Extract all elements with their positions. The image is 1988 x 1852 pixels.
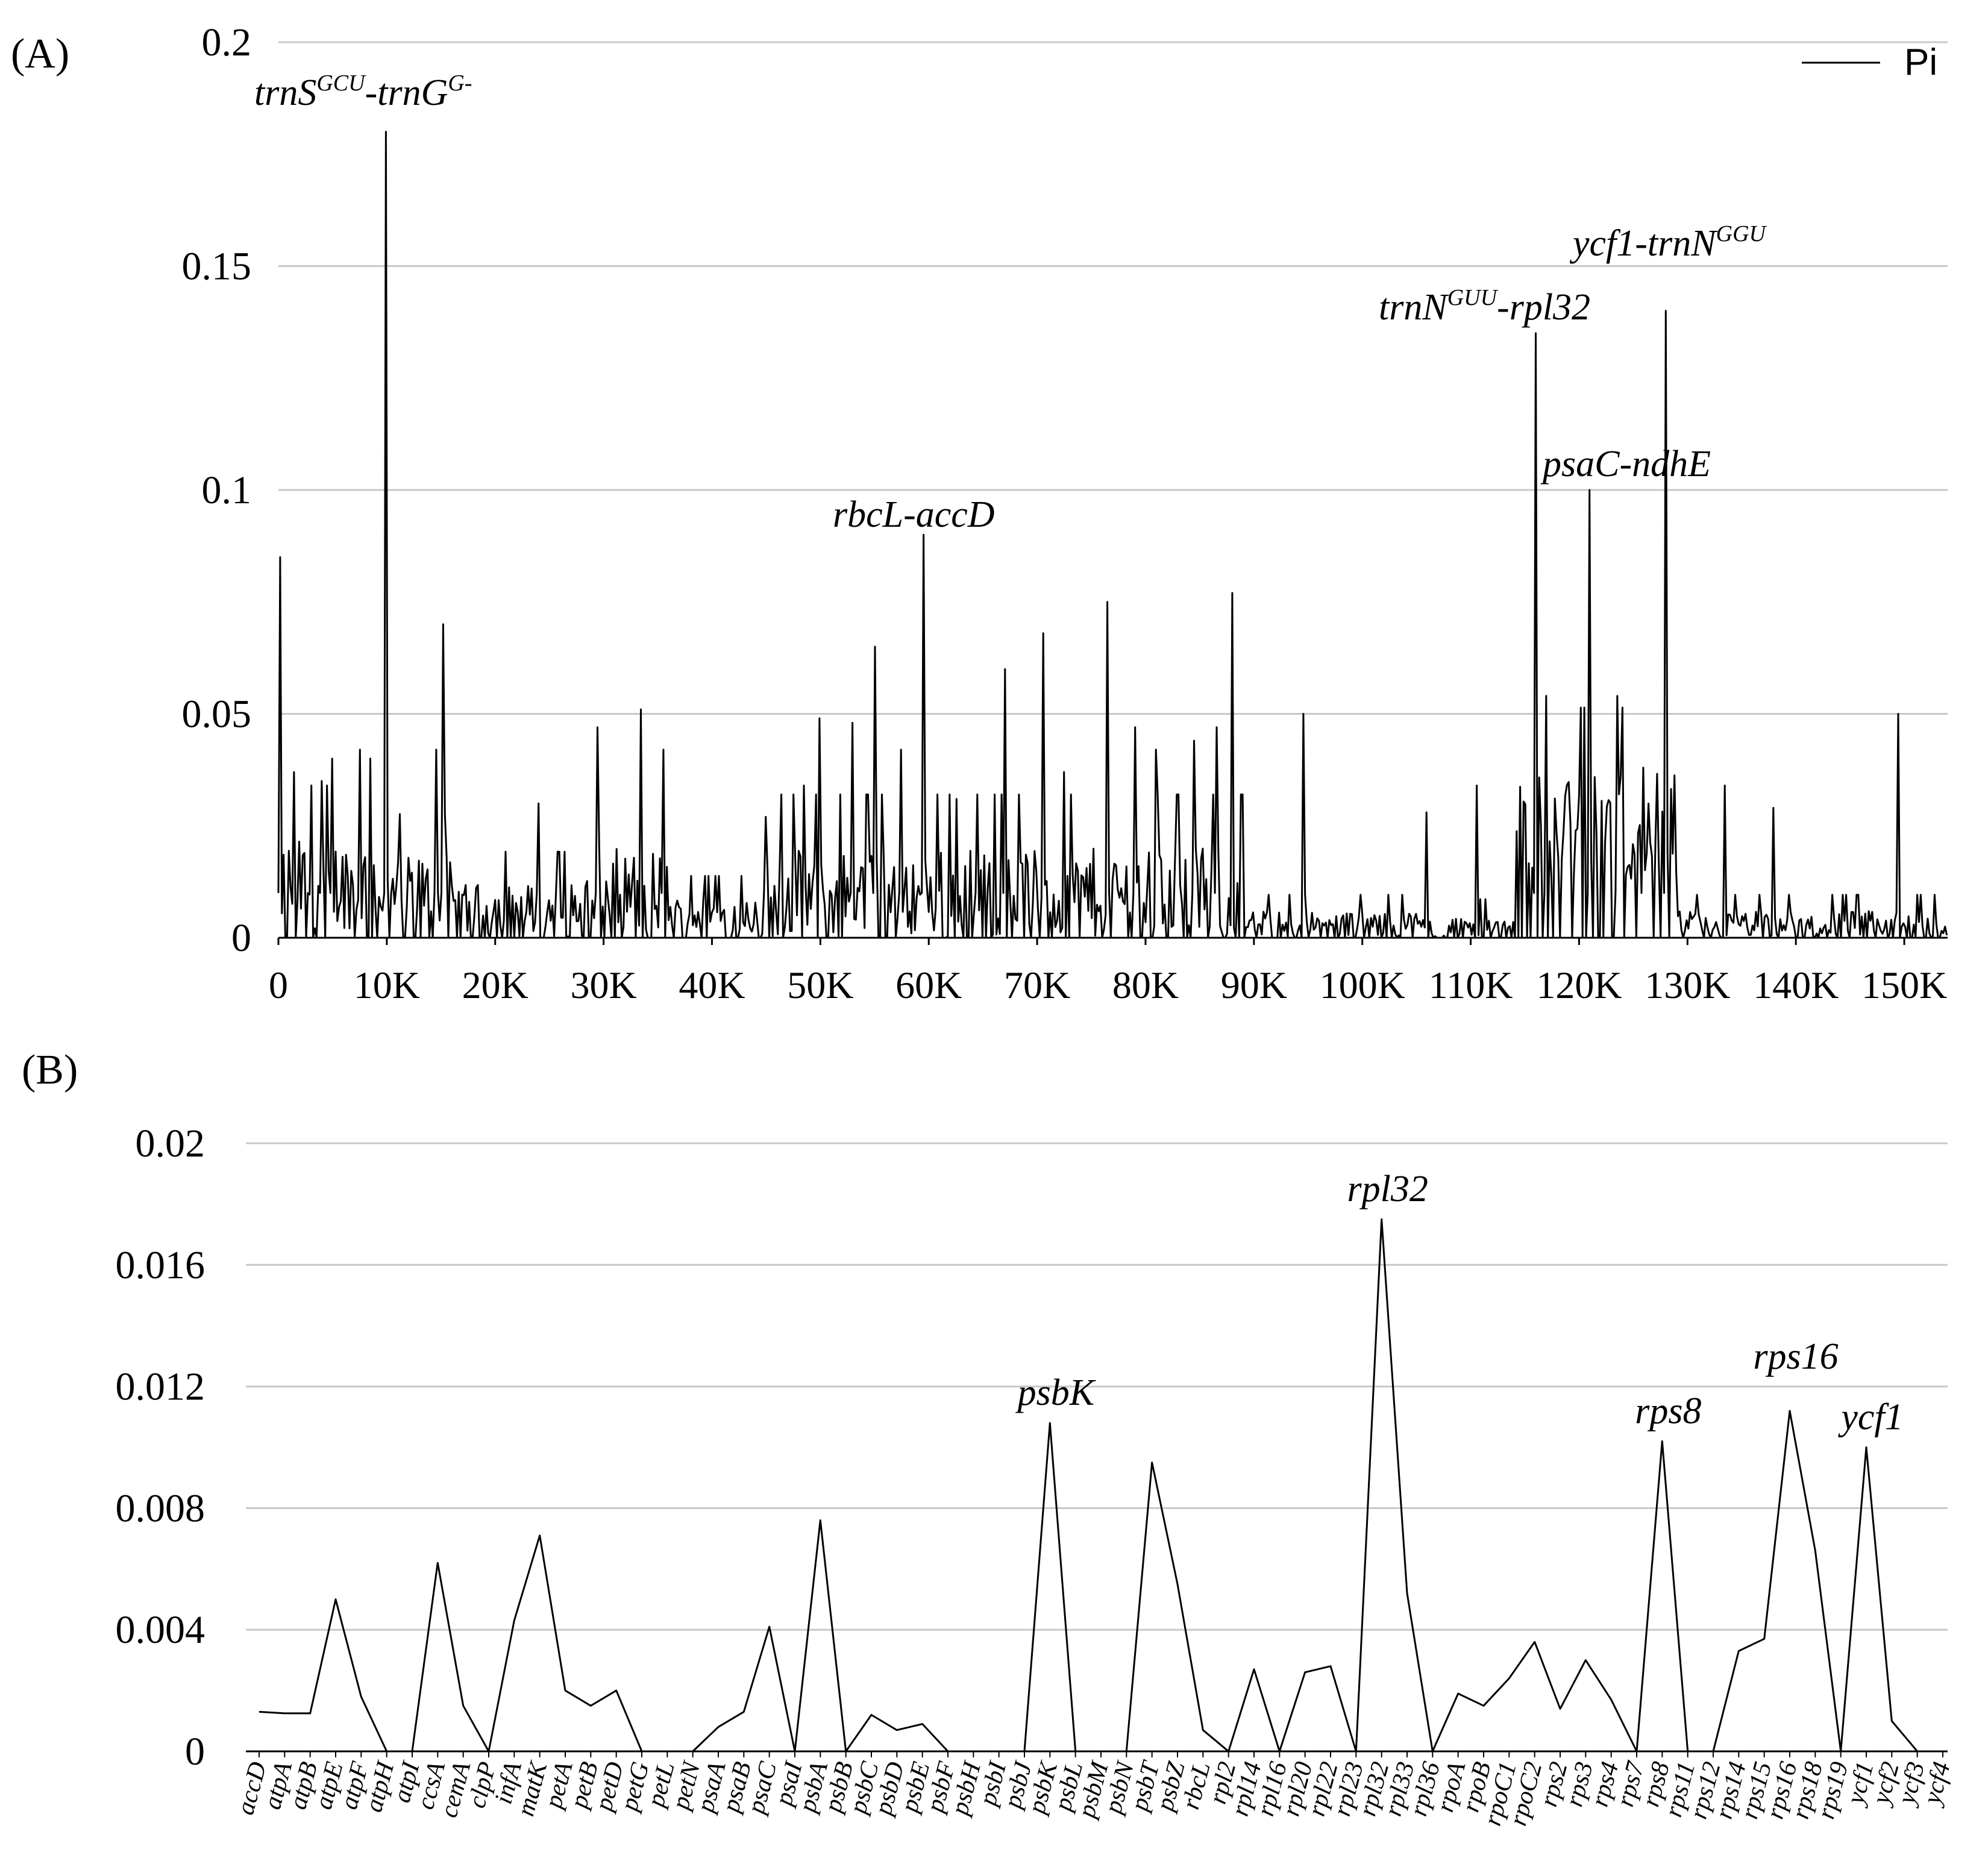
y-tick-b-1: 0.004: [116, 1608, 205, 1652]
chart-b: 0 0.004 0.008 0.012 0.016 0.02 accDatpAatpBat…: [116, 1122, 1956, 1828]
chart-a-x-tick-labels: 0 10K 20K 30K 40K 50K 60K 70K 80K 90K 100K 110K 120K…: [269, 938, 1947, 1006]
chart-a-gridlines: [278, 41, 1948, 939]
annotation-ycf1-trnN: ycf1-trnNGGU: [1569, 221, 1767, 264]
y-tick-a-3: 0.15: [182, 245, 252, 289]
annotation-rbcL-accD: rbcL-accD: [833, 494, 995, 535]
chart-a-legend: Pi: [1802, 42, 1937, 83]
annotation-ycf1: ycf1: [1837, 1397, 1903, 1438]
x-tick-a-7: 70K: [1004, 964, 1070, 1006]
y-tick-b-0: 0: [185, 1730, 205, 1774]
x-tick-a-1: 10K: [354, 964, 420, 1006]
chart-a: 0 0.05 0.1 0.15 0.2 0 10K 20K 30K 40K 50K 60K 70K 80…: [182, 20, 1948, 1006]
panel-a-label: (A): [11, 31, 69, 77]
x-tick-a-3: 30K: [571, 964, 637, 1006]
x-tick-a-4: 40K: [679, 964, 745, 1006]
panel-b-label: (B): [22, 1047, 78, 1093]
chart-b-x-tick-labels: accDatpAatpBatpEatpFatpHatpIccsAcemAclpP…: [231, 1751, 1956, 1828]
chart-a-y-tick-labels: 0 0.05 0.1 0.15 0.2: [182, 20, 252, 960]
annotation-psbK: psbK: [1015, 1372, 1097, 1413]
x-tick-a-5: 50K: [787, 964, 853, 1006]
x-tick-a-8: 80K: [1112, 964, 1179, 1006]
x-tick-a-13: 130K: [1645, 964, 1730, 1006]
y-tick-b-4: 0.016: [116, 1243, 205, 1287]
x-tick-a-14: 140K: [1753, 964, 1839, 1006]
y-tick-b-2: 0.008: [116, 1486, 205, 1530]
chart-b-gridlines: [246, 1142, 1948, 1753]
annotation-rps8: rps8: [1635, 1390, 1701, 1431]
x-tick-a-15: 150K: [1861, 964, 1947, 1006]
annotation-trnS-trnG: trnSGCU-trnGG-: [254, 71, 472, 113]
y-tick-a-2: 0.1: [202, 468, 252, 512]
annotation-psaC-ndhE: psaC-ndhE: [1540, 444, 1711, 485]
chart-b-pi-series-line: [259, 1218, 1943, 1753]
x-tick-a-2: 20K: [462, 964, 528, 1006]
x-tick-a-11: 110K: [1429, 964, 1513, 1006]
chart-b-annotations: psbK rpl32 rps8 rps16 ycf1: [1015, 1169, 1904, 1437]
x-tick-a-12: 120K: [1536, 964, 1622, 1006]
x-tick-a-10: 100K: [1320, 964, 1405, 1006]
y-tick-b-3: 0.012: [116, 1365, 205, 1409]
y-tick-b-5: 0.02: [136, 1122, 205, 1166]
y-tick-a-4: 0.2: [202, 20, 252, 64]
annotation-rps16: rps16: [1753, 1336, 1838, 1377]
y-tick-a-0: 0: [231, 916, 251, 960]
chart-b-y-tick-labels: 0 0.004 0.008 0.012 0.016 0.02: [116, 1122, 205, 1774]
x-tick-a-6: 60K: [895, 964, 962, 1006]
y-tick-a-1: 0.05: [182, 692, 252, 736]
annotation-trnN-rpl32: trnNGUU-rpl32: [1379, 285, 1590, 328]
x-tick-a-9: 90K: [1221, 964, 1287, 1006]
legend-label-pi: Pi: [1904, 42, 1937, 83]
chart-a-pi-series-line: [277, 131, 1948, 939]
annotation-rpl32: rpl32: [1347, 1169, 1428, 1210]
x-tick-a-0: 0: [269, 964, 288, 1006]
